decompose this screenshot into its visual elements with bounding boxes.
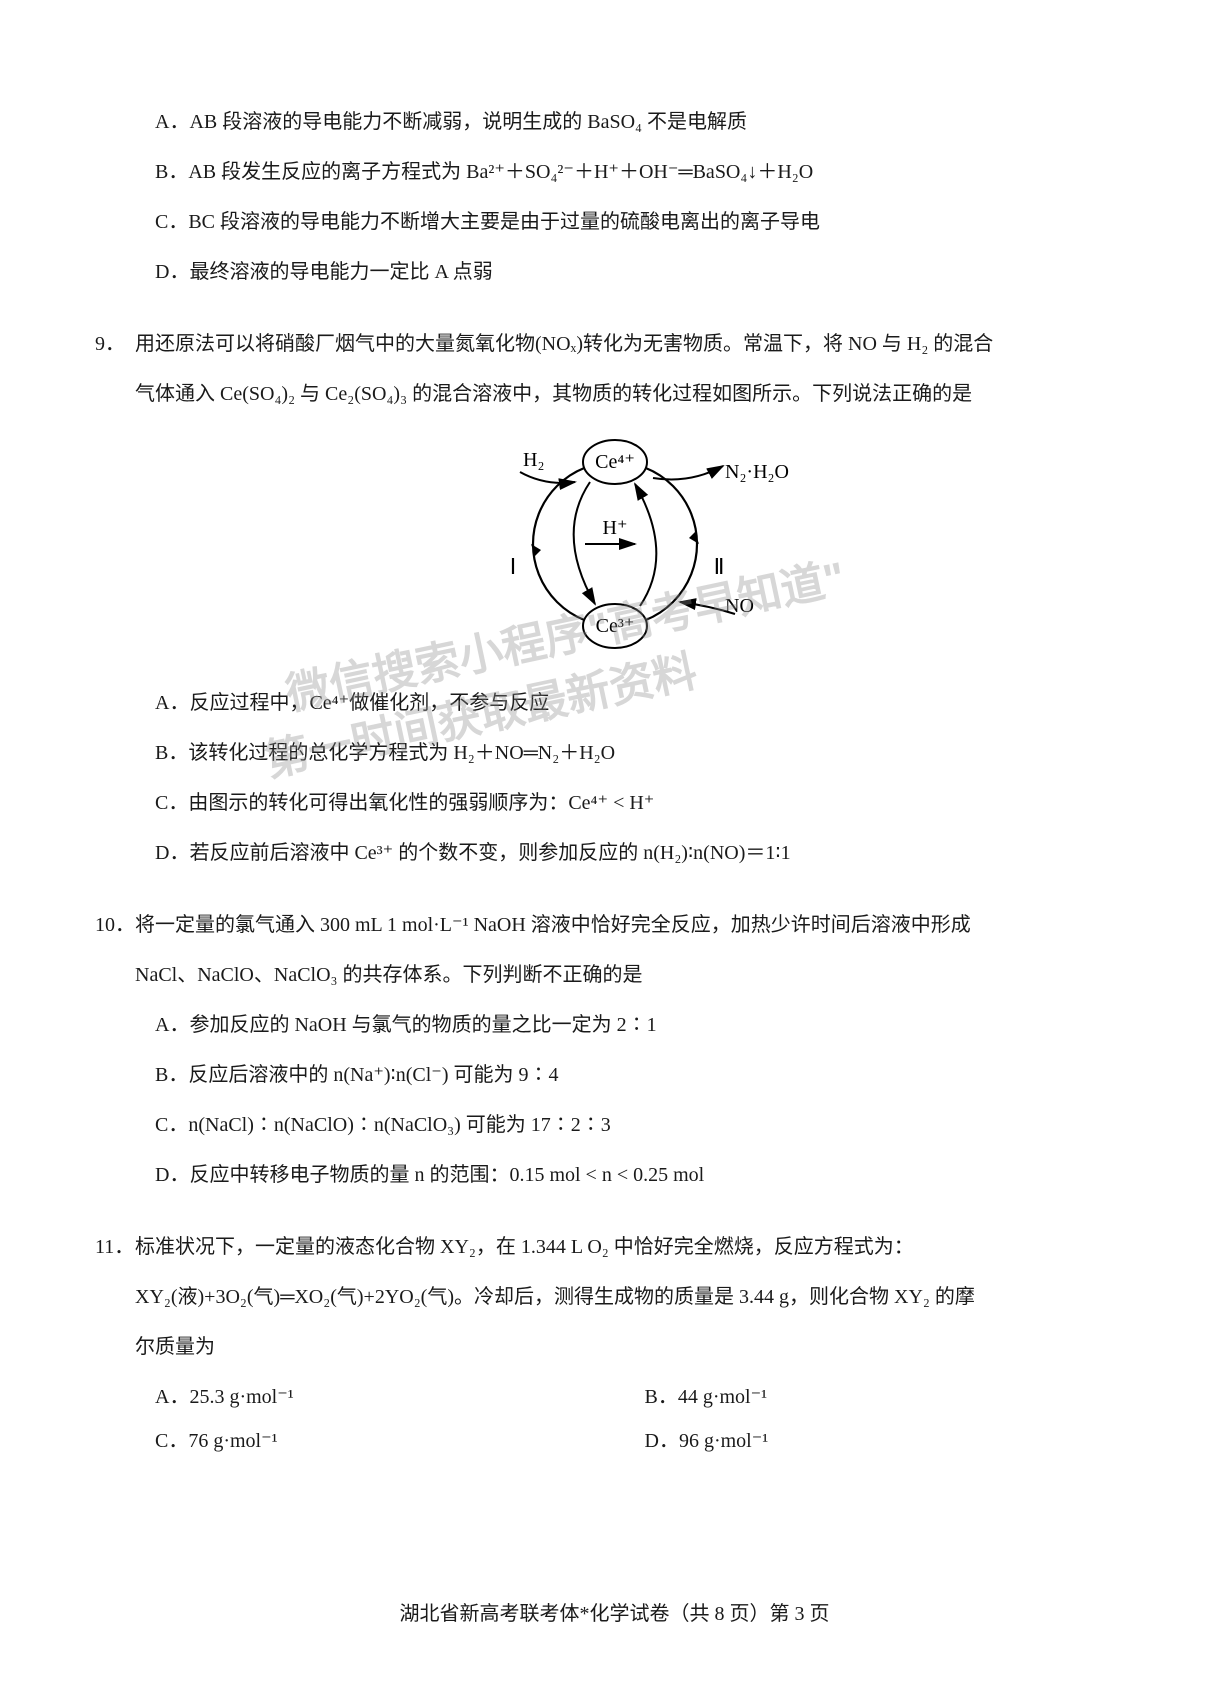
q10-option-a: A．参加反应的 NaOH 与氯气的物质的量之比一定为 2∶1 [155,1003,1134,1047]
question-10: 10．将一定量的氯气通入 300 mL 1 mol·L⁻¹ NaOH 溶液中恰好… [95,903,1134,1197]
question-9: 9．用还原法可以将硝酸厂烟气中的大量氮氧化物(NOₓ)转化为无害物质。常温下，将… [95,322,1134,875]
q9-stem1-text: 用还原法可以将硝酸厂烟气中的大量氮氧化物(NOₓ)转化为无害物质。常温下，将 N… [135,333,993,355]
q9-stem-line1: 9．用还原法可以将硝酸厂烟气中的大量氮氧化物(NOₓ)转化为无害物质。常温下，将… [95,322,1134,366]
q11-option-a: A．25.3 g·mol⁻¹ [155,1375,645,1419]
q10-option-b: B．反应后溶液中的 n(Na⁺)∶n(Cl⁻) 可能为 9∶4 [155,1053,1134,1097]
q10-option-d: D．反应中转移电子物质的量 n 的范围：0.15 mol < n < 0.25 … [155,1153,1134,1197]
left-region-label: Ⅰ [509,554,516,579]
q9-diagram: Ce⁴⁺ Ce³⁺ H⁺ Ⅰ Ⅱ H₂ N₂·H₂O NO [95,434,1134,659]
page-footer: 湖北省新高考联考体*化学试卷（共 8 页）第 3 页 [0,1597,1229,1626]
no-input-label: NO [725,595,754,617]
q11-option-b: B．44 g·mol⁻¹ [645,1375,1135,1419]
q10-option-c: C．n(NaCl)∶n(NaClO)∶n(NaClO₃) 可能为 17∶2∶3 [155,1103,1134,1147]
q11-stem1-text: 标准状况下，一定量的液态化合物 XY₂，在 1.344 L O₂ 中恰好完全燃烧… [135,1236,914,1258]
q9-option-a: A．反应过程中，Ce⁴⁺做催化剂，不参与反应 [155,681,1134,725]
q8-option-b: B．AB 段发生反应的离子方程式为 Ba²⁺＋SO₄²⁻＋H⁺＋OH⁻═BaSO… [155,150,1134,194]
q11-stem-line3: 尔质量为 [135,1325,1134,1369]
q11-option-c: C．76 g·mol⁻¹ [155,1419,645,1463]
q11-stem-line2: XY₂(液)+3O₂(气)═XO₂(气)+2YO₂(气)。冷却后，测得生成物的质… [135,1275,1134,1319]
h2-input-label: H₂ [523,449,544,471]
q8-option-a: A．AB 段溶液的导电能力不断减弱，说明生成的 BaSO₄ 不是电解质 [155,100,1134,144]
q11-number: 11． [95,1225,135,1269]
question-11: 11．标准状况下，一定量的液态化合物 XY₂，在 1.344 L O₂ 中恰好完… [95,1225,1134,1463]
n2h2o-output-label: N₂·H₂O [725,461,789,483]
q10-number: 10． [95,903,135,947]
q9-option-d: D．若反应前后溶液中 Ce³⁺ 的个数不变，则参加反应的 n(H₂)∶n(NO)… [155,831,1134,875]
q10-stem-line2: NaCl、NaClO、NaClO₃ 的共存体系。下列判断不正确的是 [135,953,1134,997]
q10-stem1-text: 将一定量的氯气通入 300 mL 1 mol·L⁻¹ NaOH 溶液中恰好完全反… [135,914,971,936]
top-node-label: Ce⁴⁺ [595,451,635,473]
bottom-node-label: Ce³⁺ [595,615,634,637]
q10-stem-line1: 10．将一定量的氯气通入 300 mL 1 mol·L⁻¹ NaOH 溶液中恰好… [95,903,1134,947]
cycle-diagram-svg: Ce⁴⁺ Ce³⁺ H⁺ Ⅰ Ⅱ H₂ N₂·H₂O NO [435,434,795,654]
right-region-label: Ⅱ [713,554,724,579]
q11-options-row1: A．25.3 g·mol⁻¹ B．44 g·mol⁻¹ [155,1375,1134,1419]
question-8-tail: A．AB 段溶液的导电能力不断减弱，说明生成的 BaSO₄ 不是电解质 B．AB… [95,100,1134,294]
q9-option-b: B．该转化过程的总化学方程式为 H₂＋NO═N₂＋H₂O [155,731,1134,775]
q8-option-c: C．BC 段溶液的导电能力不断增大主要是由于过量的硫酸电离出的离子导电 [155,200,1134,244]
q11-stem-line1: 11．标准状况下，一定量的液态化合物 XY₂，在 1.344 L O₂ 中恰好完… [95,1225,1134,1269]
q8-option-d: D．最终溶液的导电能力一定比 A 点弱 [155,250,1134,294]
center-label: H⁺ [602,517,627,539]
q9-option-c: C．由图示的转化可得出氧化性的强弱顺序为：Ce⁴⁺ < H⁺ [155,781,1134,825]
q9-number: 9． [95,322,135,366]
q11-option-d: D．96 g·mol⁻¹ [645,1419,1135,1463]
q11-options-row2: C．76 g·mol⁻¹ D．96 g·mol⁻¹ [155,1419,1134,1463]
q9-stem-line2: 气体通入 Ce(SO₄)₂ 与 Ce₂(SO₄)₃ 的混合溶液中，其物质的转化过… [135,372,1134,416]
